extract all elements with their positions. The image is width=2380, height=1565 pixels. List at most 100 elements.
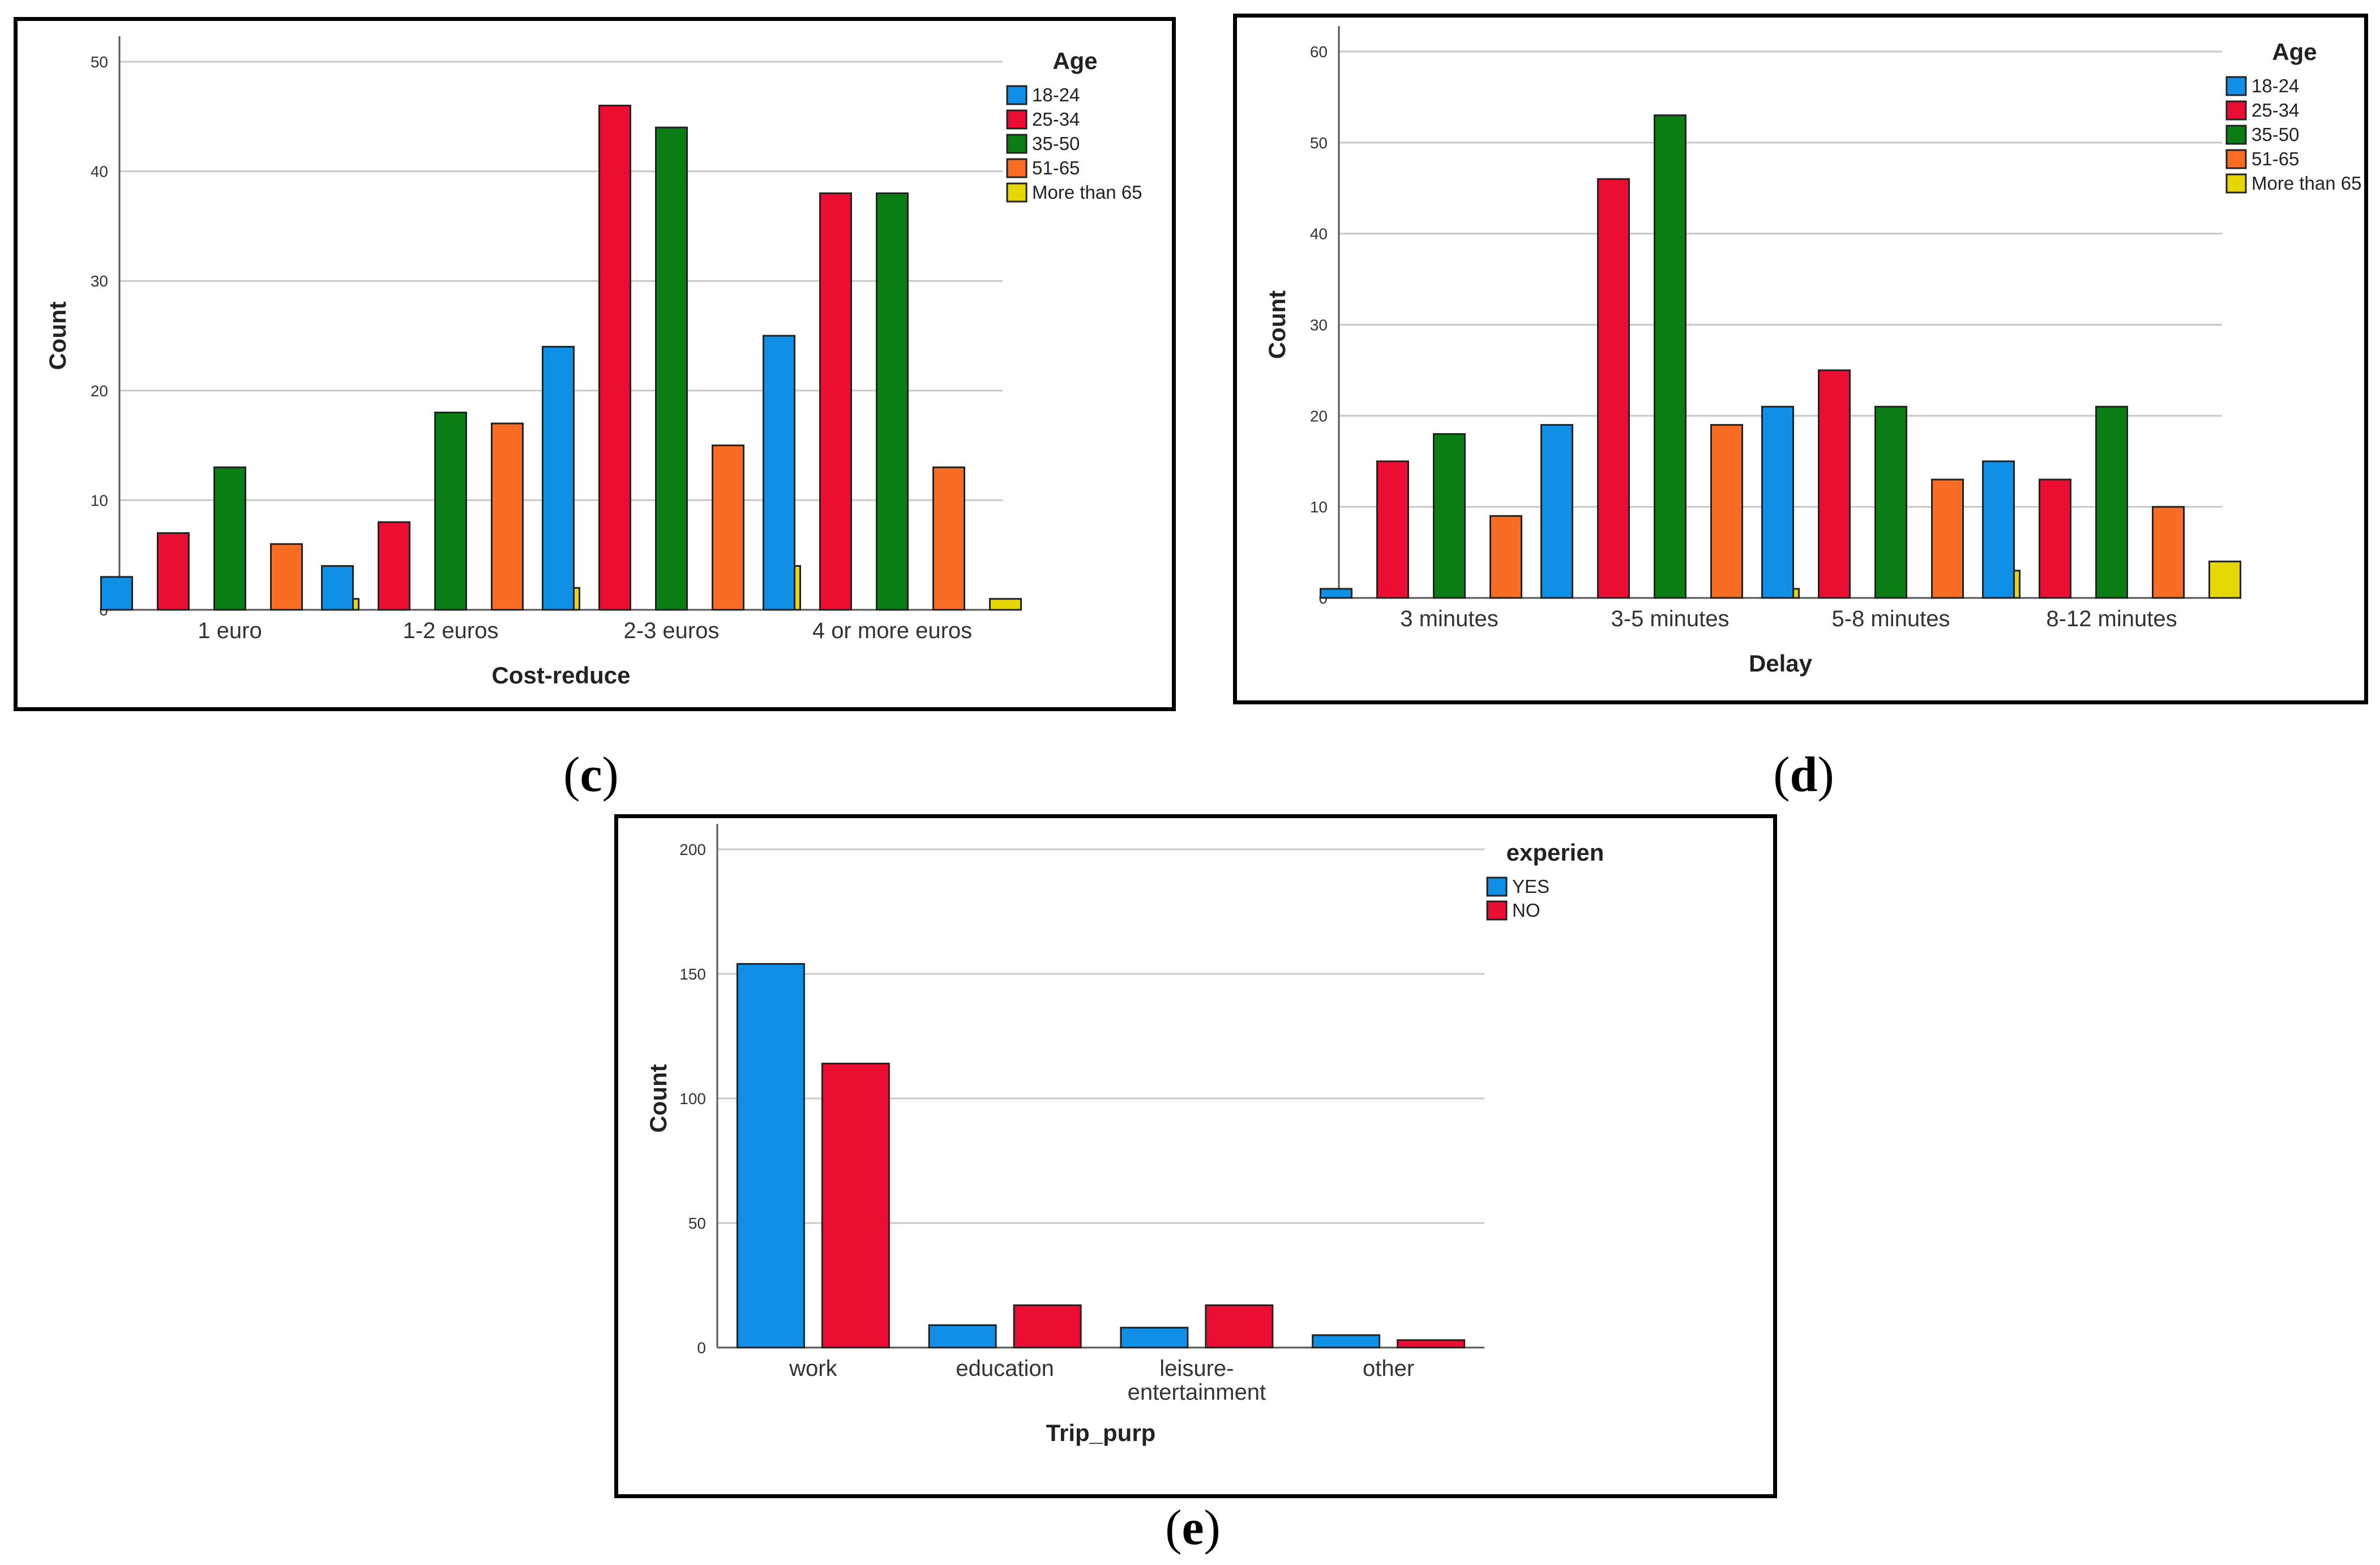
bar-51-65 (1489, 515, 1522, 599)
legend-swatch (1006, 158, 1028, 178)
legend-swatch (1486, 900, 1508, 921)
legend-swatch (1006, 109, 1028, 130)
y-tick-label: 100 (679, 1090, 706, 1108)
bar-18-24 (100, 576, 133, 611)
legend-label: 25-34 (1032, 109, 1080, 130)
bar-25-34 (2039, 478, 2071, 599)
bar-25-34 (1818, 369, 1851, 599)
bar-more-than-65 (2208, 561, 2241, 599)
bar-more-than-65 (989, 598, 1022, 611)
bar-25-34 (1376, 460, 1409, 599)
bar-no (821, 1062, 890, 1349)
bar-25-34 (1597, 178, 1630, 599)
bar-18-24 (1540, 424, 1573, 599)
y-axis-title: Count (44, 301, 71, 370)
y-tick-label: 40 (1310, 225, 1328, 243)
bar-18-24 (763, 335, 795, 611)
x-category-label: 1-2 euros (403, 618, 499, 643)
legend-swatch (1006, 182, 1028, 203)
bar-51-65 (712, 444, 744, 611)
bar-18-24 (1320, 588, 1352, 599)
legend-label: More than 65 (1032, 182, 1142, 203)
y-tick-label: 0 (697, 1339, 706, 1357)
x-axis-title: Trip_purp (1046, 1419, 1156, 1446)
bar-25-34 (378, 521, 410, 611)
bar-51-65 (270, 543, 303, 611)
legend-label: 51-65 (1032, 157, 1080, 178)
x-category-label: 2-3 euros (624, 618, 720, 643)
bar-25-34 (819, 192, 852, 611)
y-tick-label: 30 (91, 272, 108, 290)
legend-swatch (2225, 173, 2247, 194)
legend-label: 18-24 (1032, 84, 1080, 105)
bar-18-24 (1982, 460, 2015, 599)
bar-yes (1120, 1327, 1189, 1349)
bar-25-34 (157, 532, 190, 611)
bar-yes (928, 1324, 997, 1349)
chart-panel-trip-purpose: 0 50 100 150 200 work education leisure-enterta… (614, 814, 1777, 1498)
y-tick-label: 50 (688, 1215, 706, 1232)
bar-18-24 (1761, 405, 1794, 599)
x-category-label: other (1363, 1356, 1414, 1381)
bar-35-50 (1654, 114, 1686, 599)
bar-51-65 (491, 422, 524, 611)
legend-swatch (1486, 876, 1508, 897)
bar-no (1013, 1304, 1082, 1349)
legend-swatch (2225, 125, 2247, 145)
legend-title: Age (1052, 48, 1097, 74)
x-category-label: 8-12 minutes (2046, 606, 2177, 631)
x-category-label: 5-8 minutes (1832, 606, 1950, 631)
legend-swatch (2225, 149, 2247, 169)
legend-label: YES (1512, 876, 1549, 897)
y-tick-label: 50 (91, 53, 108, 71)
y-tick-label: 150 (679, 965, 706, 983)
x-axis-title: Cost-reduce (491, 662, 630, 689)
x-category-label: leisure- (1159, 1356, 1234, 1381)
y-tick-label: 30 (1310, 317, 1328, 334)
legend-swatch (1006, 85, 1028, 105)
bar-51-65 (1931, 478, 1964, 599)
y-tick-label: 20 (1310, 407, 1328, 425)
legend-swatch (1006, 134, 1028, 154)
bar-25-34 (598, 104, 631, 611)
bar-35-50 (2095, 405, 2128, 599)
y-tick-label: 40 (91, 163, 108, 181)
bar-35-50 (1433, 433, 1466, 599)
y-tick-label: 200 (679, 841, 706, 858)
x-category-label: entertainment (1128, 1380, 1266, 1405)
bar-51-65 (1710, 424, 1743, 599)
bar-35-50 (213, 466, 246, 611)
bar-51-65 (2152, 506, 2185, 599)
bar-35-50 (876, 192, 909, 611)
chart-trip-purpose: 0 50 100 150 200 work education leisure-enterta… (645, 824, 1604, 1446)
panel-label-c: (c) (563, 747, 619, 802)
x-category-label: 3-5 minutes (1611, 606, 1730, 631)
y-axis-title: Count (1264, 290, 1290, 359)
legend-label: 35-50 (2251, 124, 2299, 145)
y-tick-label: 10 (91, 491, 108, 509)
x-axis-title: Delay (1749, 650, 1813, 677)
y-tick-label: 10 (1310, 498, 1328, 516)
bar-35-50 (1874, 405, 1907, 599)
bar-no (1397, 1339, 1466, 1349)
y-axis-title: Count (645, 1064, 671, 1132)
bar-18-24 (542, 345, 575, 611)
y-tick-label: 60 (1310, 43, 1328, 61)
legend-label: More than 65 (2251, 173, 2361, 194)
x-category-label: education (956, 1356, 1054, 1381)
bar-51-65 (932, 466, 965, 611)
x-category-label: work (789, 1356, 837, 1381)
legend-label: 35-50 (1032, 133, 1080, 154)
legend-label: 25-34 (2251, 100, 2299, 121)
panel-label-e: (e) (1165, 1500, 1221, 1555)
legend-swatch (2225, 76, 2247, 96)
legend-label: NO (1512, 900, 1540, 921)
legend-label: 51-65 (2251, 148, 2299, 169)
legend-label: 18-24 (2251, 75, 2299, 96)
bar-18-24 (321, 565, 354, 611)
x-category-label: 4 or more euros (812, 618, 972, 643)
bar-35-50 (655, 126, 688, 611)
